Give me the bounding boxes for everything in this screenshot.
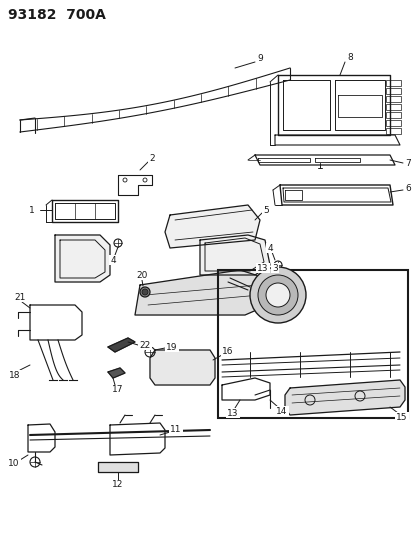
Polygon shape (98, 462, 138, 472)
Bar (385, 120, 400, 126)
Text: 13: 13 (227, 408, 238, 417)
Text: 9: 9 (256, 53, 262, 62)
Text: 11: 11 (170, 425, 181, 434)
Circle shape (249, 267, 305, 323)
Text: 13: 13 (256, 263, 268, 272)
Polygon shape (284, 380, 404, 415)
Polygon shape (165, 205, 259, 248)
Text: 4: 4 (110, 255, 116, 264)
Text: 19: 19 (166, 343, 177, 351)
Bar (385, 104, 400, 110)
Polygon shape (135, 270, 267, 315)
Text: 14: 14 (275, 407, 287, 416)
Bar (385, 96, 400, 102)
Text: 7: 7 (404, 158, 410, 167)
Bar (385, 128, 400, 134)
Polygon shape (108, 338, 135, 352)
Text: 3: 3 (271, 263, 277, 272)
Text: 5: 5 (263, 206, 268, 214)
Text: 20: 20 (136, 271, 147, 279)
Text: 10: 10 (8, 458, 20, 467)
Text: 2: 2 (149, 154, 154, 163)
Polygon shape (108, 368, 125, 378)
Bar (385, 112, 400, 118)
Circle shape (266, 283, 289, 307)
Bar (385, 88, 400, 94)
Text: 22: 22 (139, 341, 150, 350)
Text: 17: 17 (112, 385, 123, 394)
Text: 6: 6 (404, 183, 410, 192)
Bar (385, 80, 400, 86)
Text: 4: 4 (266, 244, 272, 253)
Polygon shape (55, 235, 110, 282)
Text: 93182  700A: 93182 700A (8, 8, 106, 22)
Circle shape (140, 287, 150, 297)
Bar (218, 270, 407, 418)
Text: 8: 8 (346, 52, 352, 61)
Text: 1: 1 (29, 206, 35, 214)
Polygon shape (199, 235, 269, 275)
Polygon shape (150, 350, 214, 385)
Text: 15: 15 (395, 413, 407, 422)
Text: 18: 18 (9, 370, 21, 379)
Circle shape (142, 289, 147, 295)
Text: 21: 21 (14, 293, 26, 302)
Text: 12: 12 (112, 481, 123, 489)
Circle shape (257, 275, 297, 315)
Text: 16: 16 (222, 348, 233, 357)
